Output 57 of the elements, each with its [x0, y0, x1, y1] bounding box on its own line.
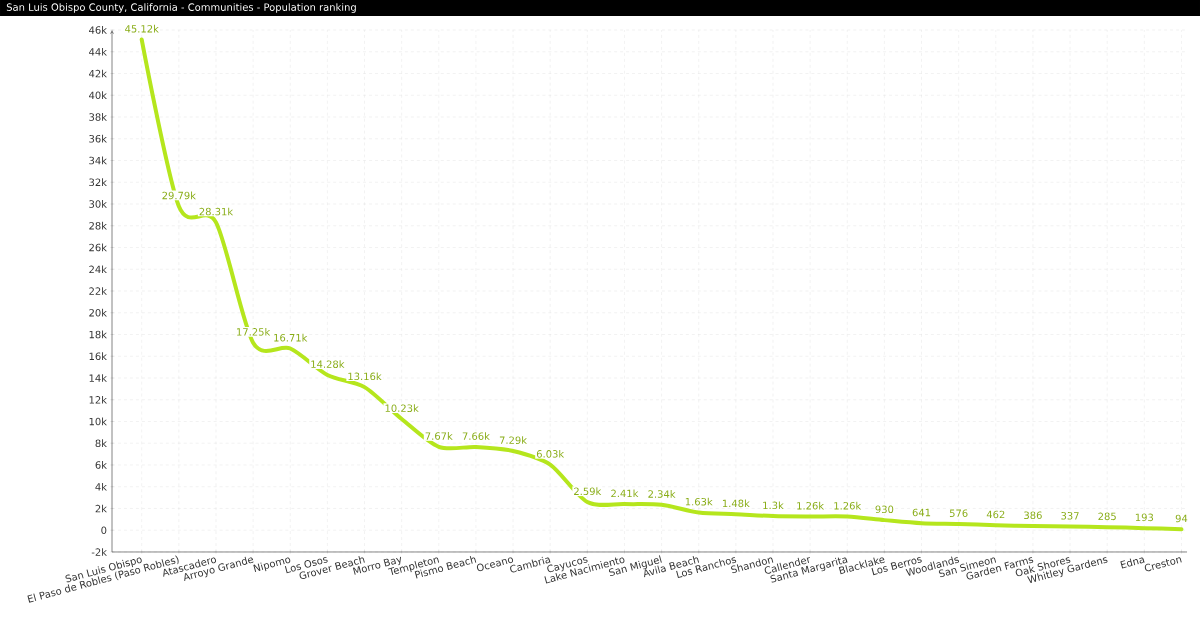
y-tick-label: 42k [89, 69, 107, 78]
y-tick-label: 16k [89, 352, 107, 361]
chart-title: San Luis Obispo County, California - Communities - Population ranking [6, 3, 356, 13]
data-label: 28.31k [199, 207, 234, 216]
y-tick-label: 24k [89, 265, 107, 274]
y-tick-label: 32k [89, 178, 107, 187]
y-tick-label: 4k [95, 482, 107, 491]
data-label: 1.48k [722, 499, 750, 508]
y-tick-label: -2k [91, 548, 107, 556]
data-label: 641 [912, 508, 931, 517]
data-label: 13.16k [348, 372, 382, 381]
data-label: 7.66k [462, 432, 490, 440]
y-tick-label: 44k [89, 47, 107, 56]
data-label: 17.25k [237, 327, 271, 336]
y-tick-label: 20k [89, 308, 107, 317]
data-label: 1.63k [685, 497, 713, 506]
data-label: 1.26k [797, 501, 825, 510]
data-label: 29.79k [162, 191, 196, 200]
data-label: 7.29k [499, 436, 527, 444]
y-tick-label: 46k [89, 26, 107, 34]
y-tick-label: 40k [89, 91, 107, 100]
data-label: 1.3k [763, 501, 784, 510]
data-label: 930 [875, 505, 894, 514]
y-tick-label: 38k [89, 113, 107, 121]
y-tick-label: 2k [95, 504, 107, 513]
data-label: 285 [1098, 512, 1116, 521]
y-tick-label: 18k [89, 330, 107, 339]
y-tick-label: 34k [89, 156, 107, 165]
y-tick-label: 26k [89, 243, 107, 252]
data-label: 2.41k [611, 489, 639, 498]
y-tick-label: 8k [95, 439, 107, 448]
data-label: 14.28k [311, 360, 345, 368]
data-label: 2.34k [648, 490, 676, 498]
data-label: 386 [1024, 511, 1042, 520]
data-label: 45.12k [125, 24, 159, 33]
data-label: 2.59k [574, 487, 602, 496]
y-tick-label: 22k [89, 287, 107, 295]
y-tick-label: 28k [89, 221, 107, 230]
y-tick-label: 36k [89, 134, 107, 143]
x-tick-label: Creston [1144, 557, 1182, 572]
data-label: 94 [1175, 514, 1188, 523]
data-label: 576 [949, 509, 968, 517]
y-tick-label: 12k [89, 395, 107, 404]
y-tick-label: 30k [89, 200, 107, 208]
y-tick-label: 14k [89, 374, 107, 382]
data-label: 337 [1061, 512, 1079, 520]
data-label: 193 [1135, 513, 1154, 522]
x-tick-label: Edna [1120, 557, 1145, 569]
y-tick-label: 6k [95, 461, 107, 469]
y-tick-label: 10k [89, 417, 107, 426]
y-tick-label: 0 [101, 526, 107, 534]
data-label: 16.71k [274, 333, 308, 342]
data-label: 1.26k [834, 501, 862, 510]
data-label: 6.03k [536, 449, 565, 458]
data-label: 462 [986, 510, 1005, 519]
data-label: 7.67k [425, 432, 453, 440]
data-label: 10.23k [385, 404, 419, 412]
